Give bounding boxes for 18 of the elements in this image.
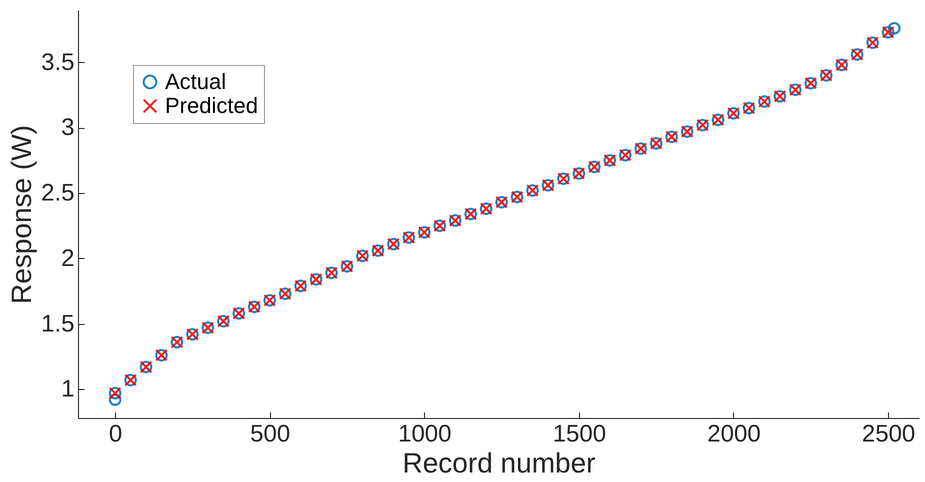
x-tick-label: 0 (108, 420, 122, 448)
y-tick-label: 1.5 (41, 310, 74, 338)
y-tick-label: 3.5 (41, 48, 74, 76)
x-tick-label: 2500 (862, 420, 916, 448)
point (108, 393, 122, 406)
legend-label: Actual (165, 69, 226, 94)
x-tick-label: 1500 (552, 420, 606, 448)
y-axis-title: Response (W) (6, 125, 38, 304)
y-tick-label: 3 (61, 114, 74, 142)
x-tick-label: 1000 (398, 420, 452, 448)
y-tick-label: 1 (61, 376, 74, 403)
x-tick-label: 2000 (707, 420, 761, 448)
y-tick-label: 2 (61, 244, 74, 272)
point (888, 22, 901, 35)
x-axis-title: Record number (402, 448, 596, 478)
y-tick-label: 2.5 (41, 180, 74, 207)
legend-label: Predicted (165, 93, 258, 118)
x-tick-label: 500 (250, 420, 290, 448)
